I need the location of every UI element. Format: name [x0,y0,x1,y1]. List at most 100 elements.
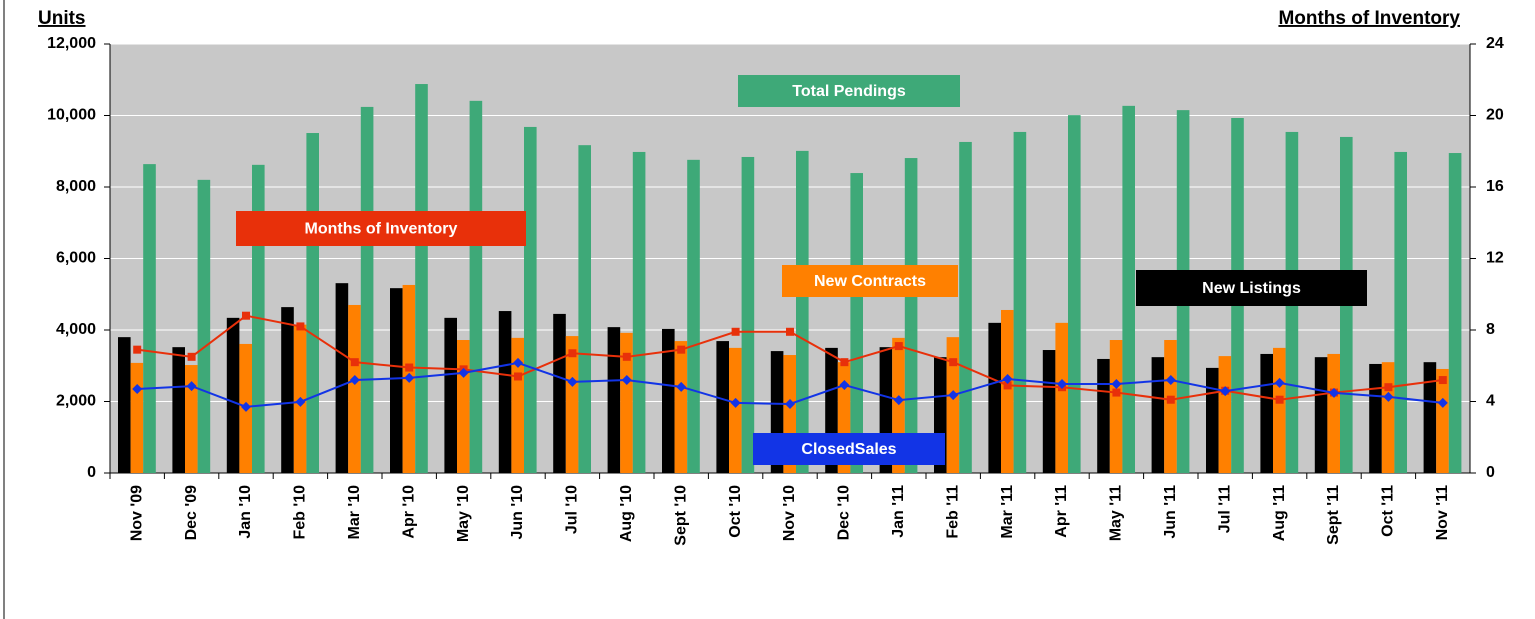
x-tick-label: Jan '11 [890,485,907,538]
x-tick-label: Apr '10 [400,485,417,539]
legend-box [753,433,945,465]
x-tick-label: May '11 [1108,485,1125,541]
bar [1381,362,1395,473]
legend-label: Months of Inventory [305,221,458,238]
bar [578,145,591,474]
bar [729,347,742,473]
marker [1002,373,1013,384]
marker [622,352,631,361]
bar [172,347,185,473]
y2-tick-label: 24 [1486,35,1504,52]
y-tick-label: 6,000 [56,250,96,267]
marker [840,358,849,367]
x-tick-label: Oct '10 [727,485,744,538]
bar [524,126,537,473]
x-tick-label: Aug '10 [618,485,635,542]
legend-label: ClosedSales [801,441,896,458]
bar [607,327,621,473]
marker [1329,387,1339,398]
bar [716,341,729,473]
legend-box [1136,270,1367,306]
legend-box [738,75,960,107]
y-tick-label: 4,000 [56,321,96,338]
y-tick-label: 2,000 [56,393,96,410]
y2-tick-label: 0 [1486,464,1495,481]
marker [785,399,795,410]
marker [458,367,469,378]
bar [1394,151,1407,473]
marker [1220,386,1231,397]
x-tick-label: Nov '11 [1434,485,1451,540]
x-tick-label: Sept '10 [672,485,689,546]
bar [632,151,646,473]
bar [1042,350,1056,473]
bar [511,337,524,473]
bar [662,328,675,473]
x-tick-label: Jun '11 [1162,485,1179,539]
x-tick-label: Apr '11 [1053,485,1070,538]
bar [904,158,918,474]
bar [1206,367,1219,473]
bar [850,173,863,473]
marker [894,342,903,351]
marker [1274,377,1285,388]
marker [350,358,359,367]
bar [1369,363,1382,473]
bar [946,337,960,473]
marker [1383,391,1394,402]
marker [1166,395,1175,404]
marker [404,372,415,383]
legend-label: New Contracts [814,273,926,290]
y-axis-title: Units [38,8,86,29]
bar [118,337,131,473]
bar [959,141,972,473]
bar [1448,153,1462,473]
x-tick-label: Jan '10 [237,485,254,539]
marker [132,383,143,394]
y-tick-label: 12,000 [47,35,96,52]
bar [1151,357,1165,473]
bar [1068,115,1081,473]
y-tick-label: 8,000 [56,178,96,195]
bar [415,84,428,473]
x-tick-label: Nov '10 [781,485,798,541]
marker [514,372,522,381]
x-tick-label: May '10 [455,485,472,542]
x-tick-label: Jul '10 [564,485,581,534]
bar [469,100,483,473]
y2-tick-label: 20 [1486,107,1504,124]
legend-box [236,211,526,246]
x-tick-label: Mar '11 [999,485,1016,539]
bar [1164,340,1177,473]
marker [1003,381,1012,390]
bar [498,311,512,473]
bar [306,133,319,473]
bar [281,307,294,473]
y2-tick-label: 8 [1486,321,1495,338]
marker [1057,378,1067,389]
marker [295,396,306,407]
bar [674,341,688,473]
bar [1314,357,1328,473]
marker [349,375,360,386]
marker [568,349,577,358]
marker [839,380,850,391]
bar [565,336,579,473]
bar [143,164,156,473]
marker [621,375,632,386]
y2-tick-label: 16 [1486,178,1504,195]
x-tick-label: Nov '09 [128,485,145,541]
marker [893,395,904,406]
bar [1013,131,1027,473]
x-tick-label: Dec '10 [836,485,853,541]
marker [730,397,741,408]
marker [1384,383,1393,392]
legend-label: New Listings [1202,280,1301,297]
bar [185,365,198,473]
bar [335,283,349,473]
marker [186,381,197,392]
marker [1437,397,1448,408]
bar [444,317,457,473]
marker [567,376,578,387]
y-tick-label: 0 [87,464,96,481]
